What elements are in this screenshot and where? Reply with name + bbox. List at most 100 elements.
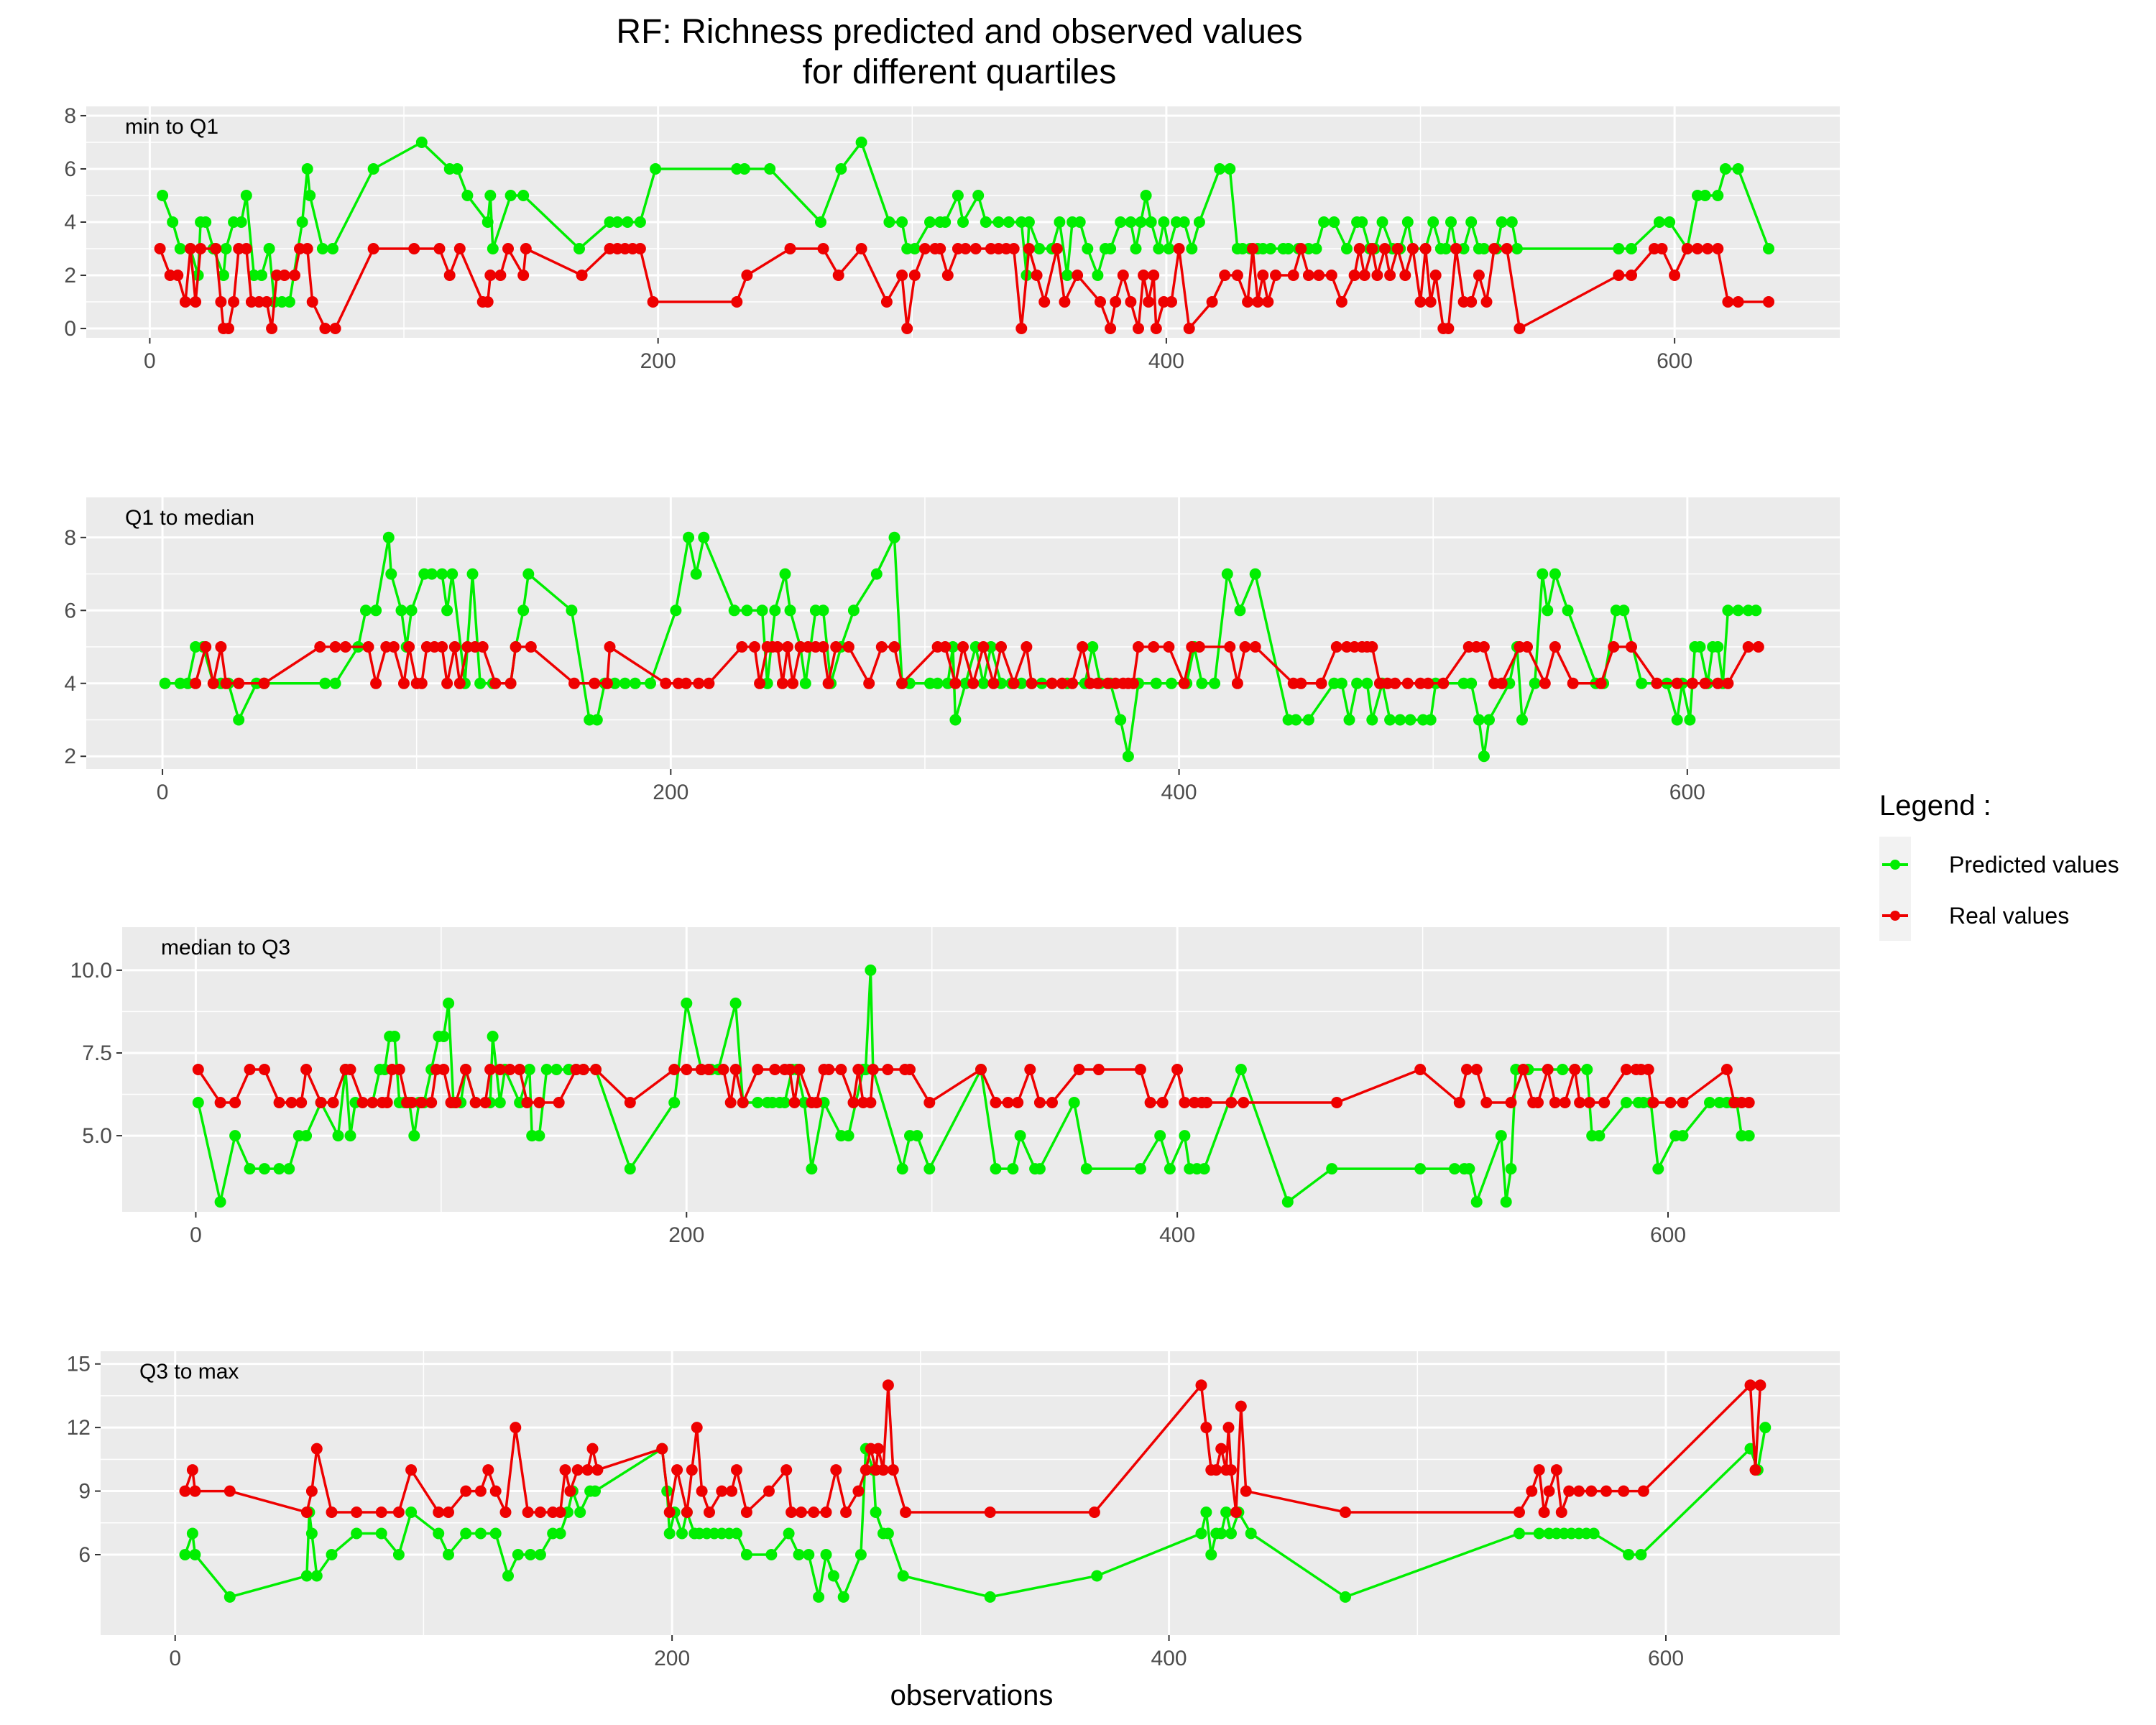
data-point-real-values [362, 641, 374, 653]
data-point-predicted-values [487, 243, 499, 254]
data-point-predicted-values [1427, 216, 1439, 228]
data-point-real-values [305, 1485, 318, 1497]
data-point-real-values [987, 677, 1000, 689]
data-point-predicted-values [1750, 604, 1762, 617]
data-point-real-values [1549, 1097, 1561, 1108]
data-point-real-values [273, 1097, 285, 1108]
data-point-predicted-values [1542, 604, 1554, 617]
data-point-real-values [736, 641, 748, 653]
data-point-predicted-values [1384, 714, 1396, 726]
data-point-predicted-values [1366, 714, 1378, 726]
data-point-real-values [1712, 243, 1724, 254]
data-point-predicted-values [1557, 1064, 1569, 1075]
data-point-predicted-values [1215, 1527, 1227, 1540]
data-point-real-values [901, 323, 913, 334]
data-point-predicted-values [1514, 1527, 1525, 1540]
data-point-real-values [301, 243, 313, 254]
data-point-predicted-values [870, 568, 883, 580]
data-point-predicted-values [1225, 1527, 1237, 1540]
data-point-real-values [1015, 323, 1028, 334]
data-point-real-values [1478, 641, 1490, 653]
data-point-real-values [1026, 677, 1038, 689]
data-point-predicted-values [629, 677, 641, 689]
data-point-predicted-values [382, 531, 395, 543]
data-point-real-values [817, 641, 829, 653]
data-point-real-values [1626, 270, 1637, 281]
data-point-real-values [1671, 677, 1683, 689]
data-point-predicted-values [1326, 1163, 1338, 1175]
data-point-real-values [1550, 1464, 1562, 1476]
data-point-predicted-values [1335, 677, 1348, 689]
data-point-predicted-values [566, 604, 578, 617]
data-point-real-values [1720, 1064, 1733, 1075]
data-point-real-values [919, 243, 931, 254]
data-point-predicted-values [283, 296, 295, 308]
data-point-real-values [1563, 1485, 1575, 1497]
data-point-real-values [1686, 677, 1698, 689]
data-point-real-values [793, 1064, 806, 1075]
data-point-real-values [1134, 1064, 1146, 1075]
data-point-real-values [703, 677, 715, 689]
data-point-predicted-values [441, 604, 453, 617]
data-point-real-values [453, 243, 466, 254]
data-point-predicted-values [229, 1130, 241, 1142]
data-point-real-values [1419, 243, 1432, 254]
data-point-real-values [1095, 296, 1106, 308]
series-real-values [154, 243, 1774, 334]
data-point-real-values [300, 1064, 313, 1075]
data-point-real-values [1231, 677, 1243, 689]
data-point-predicted-values [612, 216, 624, 228]
data-point-real-values [1148, 641, 1160, 653]
data-point-predicted-values [1198, 1163, 1210, 1175]
data-point-real-values [1215, 1443, 1227, 1455]
x-tick-label: 0 [169, 1647, 181, 1670]
data-point-predicted-values [779, 568, 791, 580]
data-point-predicted-values [425, 568, 438, 580]
data-point-real-values [934, 243, 946, 254]
data-point-real-values [499, 1506, 512, 1518]
data-point-real-values [306, 296, 318, 308]
data-point-real-values [660, 677, 672, 689]
data-point-predicted-values [1130, 243, 1142, 254]
data-point-real-values [1647, 1097, 1659, 1108]
data-point-predicted-values [820, 1549, 832, 1560]
data-point-real-values [484, 1064, 497, 1075]
data-point-real-values [900, 1506, 912, 1518]
data-point-predicted-values [1153, 243, 1165, 254]
data-point-real-values [788, 1097, 801, 1108]
data-point-real-values [1325, 270, 1337, 281]
data-point-predicted-values [911, 1130, 923, 1142]
data-point-real-values [1461, 1064, 1473, 1075]
data-point-real-values [1722, 296, 1734, 308]
data-point-real-values [392, 1506, 405, 1518]
data-point-real-values [1295, 243, 1307, 254]
data-point-real-values [1150, 323, 1162, 334]
data-point-real-values [882, 1064, 894, 1075]
data-point-real-values [554, 1506, 566, 1518]
data-point-real-values [1201, 1097, 1213, 1108]
data-point-real-values [367, 1097, 379, 1108]
data-point-real-values [731, 296, 743, 308]
data-point-real-values [763, 1485, 775, 1497]
data-point-real-values [258, 677, 270, 689]
data-point-real-values [1480, 296, 1493, 308]
data-point-predicted-values [1581, 1064, 1593, 1075]
data-point-real-values [489, 1485, 502, 1497]
data-point-predicted-values [474, 1527, 487, 1540]
data-point-predicted-values [256, 270, 267, 281]
data-point-predicted-values [1318, 216, 1330, 228]
data-point-predicted-values [803, 1549, 815, 1560]
y-tick-label: 0 [64, 317, 76, 341]
data-point-predicted-values [769, 604, 781, 617]
data-point-real-values [704, 1506, 715, 1518]
data-point-predicted-values [1341, 243, 1353, 254]
data-point-predicted-values [1664, 216, 1676, 228]
data-point-real-values [1295, 677, 1307, 689]
y-tick-label: 10.0 [70, 959, 112, 983]
data-point-predicted-values [855, 137, 867, 148]
data-point-predicted-values [235, 216, 247, 228]
data-point-predicted-values [1134, 1163, 1146, 1175]
data-point-predicted-values [1618, 604, 1630, 617]
data-point-real-values [1193, 641, 1205, 653]
